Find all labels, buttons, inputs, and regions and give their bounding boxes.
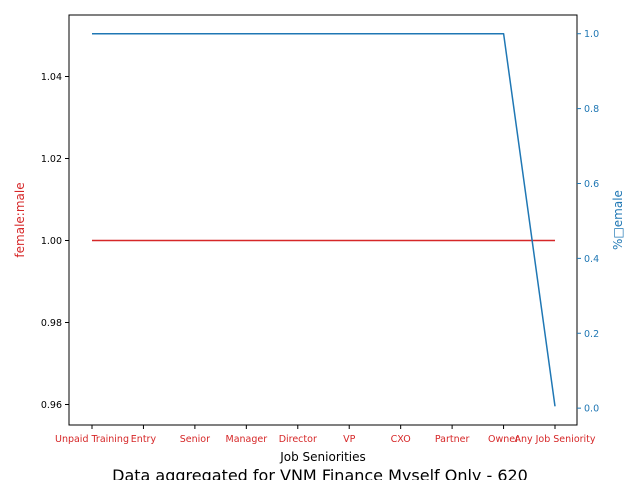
left-axis-tick-label: 1.00: [41, 236, 62, 247]
plot-frame: [68, 14, 578, 426]
x-axis-tick-label: Director: [279, 434, 317, 445]
x-axis: Unpaid Training Entry Senior Manager Directo…: [55, 425, 596, 445]
x-axis-tick-label: Owner: [488, 434, 519, 445]
right-axis-tick-label: 0.2: [584, 329, 599, 340]
left-axis-tick-label: 0.96: [41, 400, 62, 411]
x-axis-label: Job Seniorities: [279, 450, 366, 464]
x-axis-tick-label: Partner: [435, 434, 470, 445]
x-axis-tick-label: Senior: [180, 434, 210, 445]
right-axis-tick-label: 0.0: [584, 404, 599, 415]
series-layer: [92, 32, 556, 407]
right-axis-label: %□emale: [611, 190, 625, 250]
left-axis-label: female:male: [13, 182, 27, 257]
right-axis-tick-label: 1.0: [584, 29, 599, 40]
left-axis: 0.96 0.98 1.00 1.02 1.04: [41, 72, 69, 411]
x-axis-tick-label: Manager: [226, 434, 268, 445]
x-axis-tick-label: Any Job Seniority: [514, 434, 595, 445]
x-axis-tick-label: Unpaid Training: [55, 434, 129, 445]
left-axis-tick-label: 0.98: [41, 318, 62, 329]
chart-title: Data aggregated for VNM Finance Myself O…: [112, 466, 528, 480]
left-axis-tick-label: 1.02: [41, 154, 62, 165]
right-axis: 0.0 0.2 0.4 0.6 0.8 1.0: [577, 29, 599, 415]
x-axis-tick-label: VP: [343, 434, 355, 445]
percent-female-line: [92, 32, 556, 407]
x-axis-tick-label: CXO: [391, 434, 411, 445]
right-axis-tick-label: 0.6: [584, 179, 599, 190]
right-axis-tick-label: 0.4: [584, 254, 599, 265]
right-axis-tick-label: 0.8: [584, 104, 599, 115]
plot-background: [69, 15, 577, 425]
x-axis-tick-label: Entry: [131, 434, 157, 445]
left-axis-tick-label: 1.04: [41, 72, 62, 83]
